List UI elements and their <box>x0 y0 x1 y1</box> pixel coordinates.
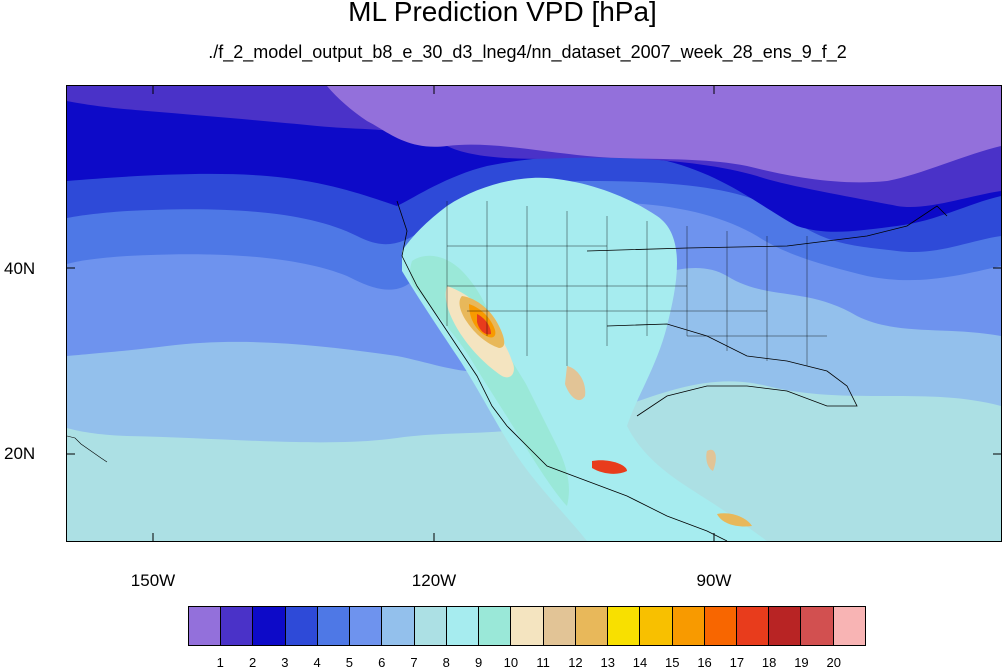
lon-label-90w: 90W <box>696 571 732 590</box>
lat-label-20n: 20N <box>4 444 36 463</box>
colorbar <box>188 606 866 646</box>
colorbar-label: 9 <box>474 655 483 670</box>
colorbar-label: 10 <box>503 655 519 670</box>
colorbar-box <box>285 607 318 645</box>
colorbar-box <box>736 607 770 645</box>
pacific-coastline <box>396 200 728 541</box>
colorbar-label: 3 <box>281 655 289 670</box>
colorbar-box <box>414 607 447 645</box>
vpd-level-13b <box>717 513 752 527</box>
colorbar-box <box>833 607 865 645</box>
colorbar-box <box>350 607 383 645</box>
colorbar-label: 8 <box>442 655 450 670</box>
vpd-level-9 <box>402 177 767 541</box>
colorbar-label: 5 <box>345 655 354 670</box>
colorbar-label: 15 <box>665 655 680 670</box>
vpd-level-18 <box>477 314 491 335</box>
lon-label-120w: 120W <box>411 571 457 590</box>
hawaii-islands <box>67 435 108 463</box>
colorbar-label: 17 <box>729 655 745 670</box>
plot-subtitle: ./f_2_model_output_b8_e_30_d3_lneg4/nn_d… <box>208 42 847 62</box>
state-borders <box>446 201 808 366</box>
vpd-level-12b <box>706 449 716 471</box>
colorbar-label: 16 <box>697 655 712 670</box>
map-canvas <box>67 86 1001 541</box>
colorbar-box <box>446 607 480 645</box>
colorbar-box <box>511 607 544 645</box>
colorbar-box <box>640 607 673 645</box>
lon-label-150w: 150W <box>130 571 176 590</box>
plot-title: ML Prediction VPD [hPa] <box>348 0 657 27</box>
colorbar-box <box>704 607 737 645</box>
colorbar-label: 12 <box>568 655 583 670</box>
lat-label-40n: 40N <box>4 259 36 278</box>
colorbar-box <box>479 607 512 645</box>
state-borders-h <box>447 245 827 337</box>
vpd-hotspot-south <box>592 460 627 474</box>
vpd-level-1 <box>327 86 1001 183</box>
colorbar-box <box>221 607 254 645</box>
colorbar-label: 11 <box>536 655 550 670</box>
colorbar-box <box>769 607 802 645</box>
colorbar-box <box>253 607 286 645</box>
colorbar-label: 7 <box>410 655 418 670</box>
colorbar-box <box>317 607 351 645</box>
colorbar-label: 13 <box>600 655 615 670</box>
colorbar-label: 6 <box>378 655 386 670</box>
colorbar-label: 14 <box>632 655 648 670</box>
vpd-map <box>66 85 1002 542</box>
gulf-coastline <box>606 323 858 417</box>
colorbar-box <box>543 607 576 645</box>
colorbar-box <box>382 607 415 645</box>
colorbar-label: 1 <box>216 655 224 670</box>
colorbar-label: 20 <box>826 655 841 670</box>
map-ticks <box>67 86 1001 541</box>
colorbar-box <box>575 607 609 645</box>
colorbar-box <box>801 607 834 645</box>
vpd-level-12 <box>565 366 586 401</box>
colorbar-box <box>672 607 705 645</box>
colorbar-label: 2 <box>248 655 257 670</box>
colorbar-box <box>608 607 641 645</box>
colorbar-label: 4 <box>313 655 321 670</box>
vpd-level-10 <box>410 255 569 506</box>
colorbar-box <box>189 607 222 645</box>
colorbar-label: 18 <box>761 655 777 670</box>
colorbar-label: 19 <box>794 655 809 670</box>
